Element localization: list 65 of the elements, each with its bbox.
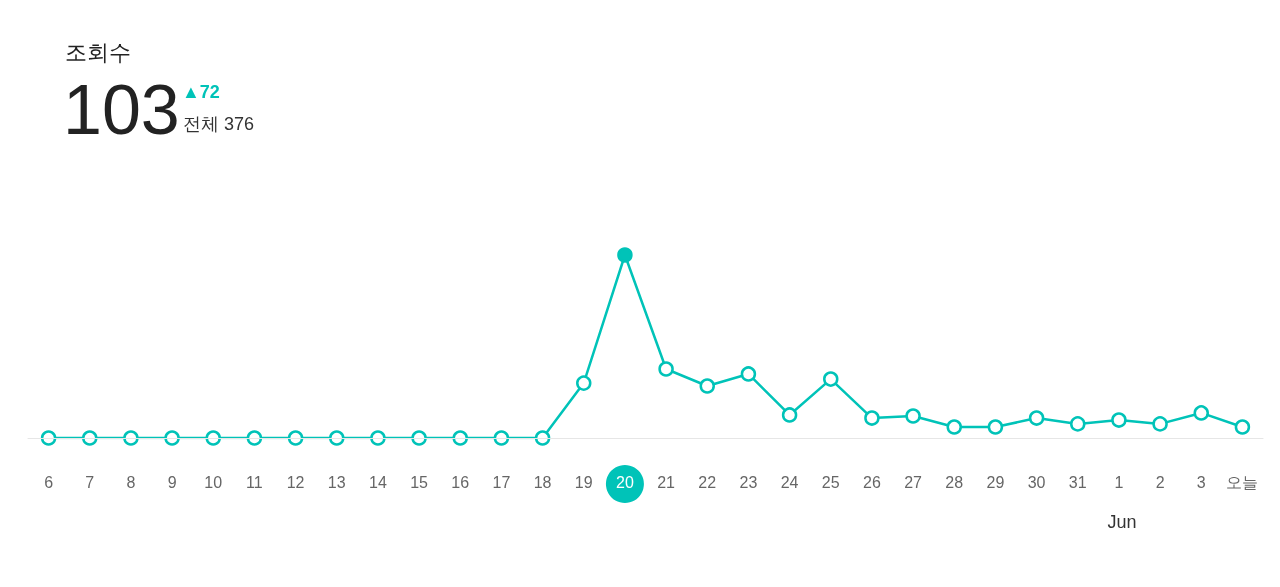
- x-tick-label: 오늘: [1226, 473, 1259, 491]
- x-tick-label: 28: [945, 473, 964, 491]
- point: [40, 430, 57, 446]
- point: [246, 430, 263, 446]
- point: [617, 247, 633, 263]
- point: [1152, 416, 1168, 432]
- x-tick-label: 7: [85, 473, 95, 491]
- point: [1111, 412, 1127, 428]
- text: 전체 376: [183, 114, 255, 134]
- x-tick-label: 6: [44, 473, 54, 491]
- point: [1070, 416, 1086, 432]
- point: [411, 430, 427, 446]
- point: [452, 430, 468, 446]
- x-tick-label: 25: [821, 473, 840, 491]
- point: [123, 430, 139, 446]
- x-tick-label: 19: [574, 473, 593, 491]
- x-tick-label: 14: [369, 473, 387, 491]
- point: [1028, 410, 1045, 426]
- point: [329, 430, 345, 446]
- x-tick-label: 29: [986, 473, 1005, 491]
- x-tick-label: 20: [616, 473, 634, 491]
- text: ▲72: [182, 82, 220, 102]
- point: [823, 371, 839, 387]
- x-tick-label: 27: [904, 473, 923, 491]
- point: [576, 375, 592, 391]
- point: [864, 410, 880, 426]
- point: [205, 430, 221, 446]
- point: [370, 430, 386, 446]
- point: [905, 408, 921, 424]
- x-tick-label: 2: [1155, 473, 1165, 491]
- x-tick-label: 9: [167, 473, 177, 491]
- x-tick-label: 31: [1068, 473, 1087, 491]
- x-tick-label: 23: [739, 473, 758, 491]
- point: [946, 419, 962, 435]
- chart-title: 조회수: [65, 39, 131, 65]
- x-tick-label: 16: [451, 473, 470, 491]
- x-tick-label: 8: [126, 473, 136, 491]
- x-tick-label: 11: [246, 473, 263, 491]
- x-tick-label: 12: [286, 473, 305, 491]
- point: [740, 366, 757, 382]
- point: [658, 361, 674, 377]
- text: Jun: [1107, 512, 1137, 532]
- point: [699, 378, 715, 394]
- x-tick-label: 26: [863, 473, 881, 491]
- x-tick-label: 18: [533, 473, 552, 491]
- point: [534, 430, 551, 446]
- x-tick-label: 15: [410, 473, 429, 491]
- x-tick-label: 3: [1196, 473, 1206, 491]
- point: [781, 407, 798, 423]
- x-tick-label: 30: [1027, 473, 1046, 491]
- x-tick-label: 24: [780, 473, 799, 491]
- x-tick-label: 10: [204, 473, 223, 491]
- x-tick-label: 21: [657, 473, 676, 491]
- x-tick-label: 17: [492, 473, 511, 491]
- point: [987, 419, 1004, 435]
- point: [82, 430, 98, 446]
- point: [1234, 419, 1251, 435]
- x-tick-label: 1: [1114, 473, 1124, 491]
- point: [164, 430, 180, 446]
- x-tick-label: 22: [698, 473, 717, 491]
- point: [1193, 405, 1209, 421]
- x-tick-label: 13: [327, 473, 346, 491]
- point: [287, 430, 304, 446]
- point: [493, 430, 510, 446]
- chart-subtitle: 103: [63, 71, 180, 149]
